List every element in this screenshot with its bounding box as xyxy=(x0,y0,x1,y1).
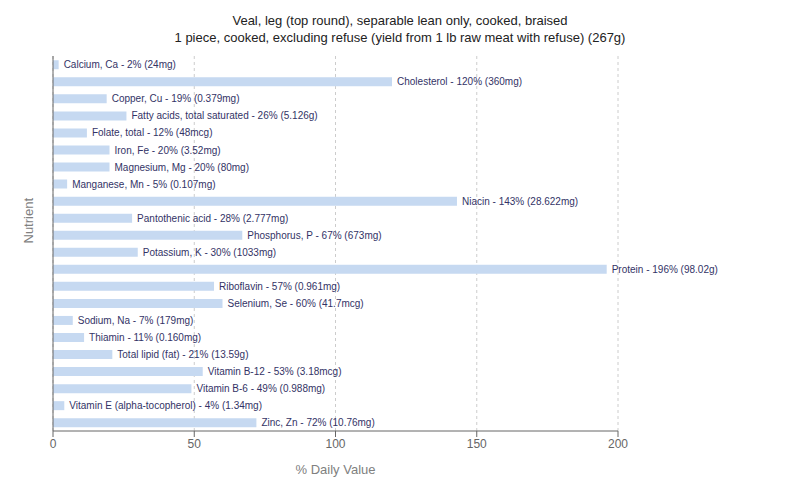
svg-text:Calcium, Ca - 2% (24mg): Calcium, Ca - 2% (24mg) xyxy=(64,59,176,70)
svg-text:200: 200 xyxy=(608,437,628,451)
svg-text:Total lipid (fat) - 21% (13.59: Total lipid (fat) - 21% (13.59g) xyxy=(117,349,248,360)
svg-text:Sodium, Na - 7% (179mg): Sodium, Na - 7% (179mg) xyxy=(78,315,194,326)
svg-text:Thiamin - 11% (0.160mg): Thiamin - 11% (0.160mg) xyxy=(89,332,201,343)
html-text:Veal, leg (top round), separab: Veal, leg (top round), separable lean on… xyxy=(232,13,568,28)
svg-text:Selenium, Se - 60% (41.7mcg): Selenium, Se - 60% (41.7mcg) xyxy=(228,298,364,309)
svg-text:Niacin - 143% (28.622mg): Niacin - 143% (28.622mg) xyxy=(462,196,578,207)
svg-text:Potassium, K - 30% (1033mg): Potassium, K - 30% (1033mg) xyxy=(143,247,276,258)
svg-text:Copper, Cu - 19% (0.379mg): Copper, Cu - 19% (0.379mg) xyxy=(112,93,240,104)
html-text:1 piece, cooked, excluding ref: 1 piece, cooked, excluding refuse (yield… xyxy=(174,30,626,45)
svg-text:Cholesterol - 120% (360mg): Cholesterol - 120% (360mg) xyxy=(397,76,522,87)
svg-text:Riboflavin - 57% (0.961mg): Riboflavin - 57% (0.961mg) xyxy=(219,281,340,292)
svg-text:Manganese, Mn - 5% (0.107mg): Manganese, Mn - 5% (0.107mg) xyxy=(72,179,215,190)
svg-text:Vitamin B-12 - 53% (3.18mcg): Vitamin B-12 - 53% (3.18mcg) xyxy=(208,366,342,377)
svg-text:Folate, total - 12% (48mcg): Folate, total - 12% (48mcg) xyxy=(92,127,213,138)
svg-text:Vitamin E (alpha-tocopherol) -: Vitamin E (alpha-tocopherol) - 4% (1.34m… xyxy=(69,400,262,411)
svg-text:Nutrient: Nutrient xyxy=(21,198,36,244)
svg-text:Magnesium, Mg - 20% (80mg): Magnesium, Mg - 20% (80mg) xyxy=(115,162,250,173)
svg-text:Zinc, Zn - 72% (10.76mg): Zinc, Zn - 72% (10.76mg) xyxy=(261,417,374,428)
svg-text:50: 50 xyxy=(188,437,202,451)
svg-text:% Daily Value: % Daily Value xyxy=(296,462,376,477)
svg-text:100: 100 xyxy=(325,437,345,451)
svg-text:Iron, Fe - 20% (3.52mg): Iron, Fe - 20% (3.52mg) xyxy=(115,145,221,156)
svg-text:Pantothenic acid - 28% (2.777m: Pantothenic acid - 28% (2.777mg) xyxy=(137,213,288,224)
svg-text:Vitamin B-6 - 49% (0.988mg): Vitamin B-6 - 49% (0.988mg) xyxy=(196,383,325,394)
svg-text:Fatty acids, total saturated -: Fatty acids, total saturated - 26% (5.12… xyxy=(131,110,317,121)
svg-text:Phosphorus, P - 67% (673mg): Phosphorus, P - 67% (673mg) xyxy=(247,230,381,241)
svg-text:150: 150 xyxy=(467,437,487,451)
svg-text:0: 0 xyxy=(50,437,57,451)
svg-text:Protein - 196% (98.02g): Protein - 196% (98.02g) xyxy=(612,264,718,275)
